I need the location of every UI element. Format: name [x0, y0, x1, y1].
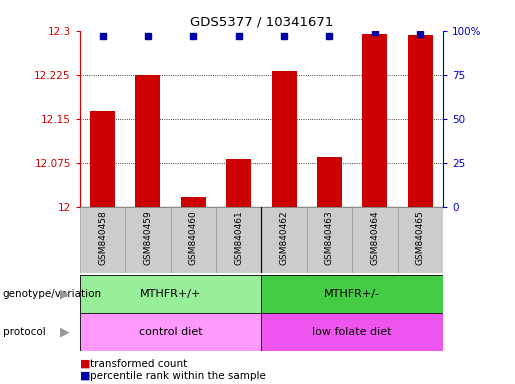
Text: transformed count: transformed count	[90, 359, 187, 369]
Title: GDS5377 / 10341671: GDS5377 / 10341671	[190, 15, 333, 28]
Bar	[80, 313, 261, 351]
Bar	[408, 35, 433, 207]
Bar	[398, 207, 443, 273]
Bar	[125, 207, 170, 273]
Text: percentile rank within the sample: percentile rank within the sample	[90, 371, 266, 381]
Text: MTHFR+/-: MTHFR+/-	[324, 289, 380, 299]
Text: genotype/variation: genotype/variation	[3, 289, 101, 299]
Bar	[261, 275, 443, 313]
Bar	[307, 207, 352, 273]
Text: GSM840463: GSM840463	[325, 211, 334, 265]
Text: ■: ■	[80, 371, 90, 381]
Bar	[261, 207, 307, 273]
Bar	[352, 207, 398, 273]
Text: GSM840462: GSM840462	[280, 211, 288, 265]
Bar	[271, 71, 297, 207]
Bar	[170, 207, 216, 273]
Bar	[216, 207, 261, 273]
Text: protocol: protocol	[3, 327, 45, 337]
Text: GSM840460: GSM840460	[189, 211, 198, 265]
Bar	[135, 75, 160, 207]
Text: GSM840464: GSM840464	[370, 211, 380, 265]
Text: ▶: ▶	[60, 287, 70, 300]
Text: MTHFR+/+: MTHFR+/+	[140, 289, 201, 299]
Text: ■: ■	[80, 359, 90, 369]
Bar	[363, 34, 387, 207]
Bar	[317, 157, 342, 207]
Bar	[181, 197, 206, 207]
Text: low folate diet: low folate diet	[313, 327, 392, 337]
Text: control diet: control diet	[139, 327, 202, 337]
Bar	[261, 313, 443, 351]
Bar	[226, 159, 251, 207]
Text: GSM840458: GSM840458	[98, 211, 107, 265]
Bar	[80, 207, 125, 273]
Text: ▶: ▶	[60, 326, 70, 339]
Bar	[80, 275, 261, 313]
Text: GSM840459: GSM840459	[143, 211, 152, 265]
Text: GSM840465: GSM840465	[416, 211, 425, 265]
Bar	[90, 111, 115, 207]
Text: GSM840461: GSM840461	[234, 211, 243, 265]
